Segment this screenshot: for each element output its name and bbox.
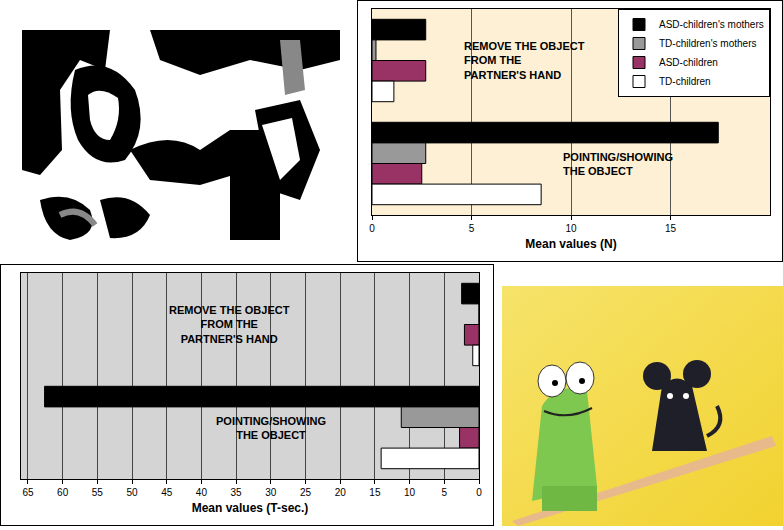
svg-text:35: 35 — [231, 487, 243, 498]
svg-text:ASD-children's mothers: ASD-children's mothers — [659, 19, 764, 30]
svg-text:45: 45 — [161, 487, 173, 498]
svg-text:5: 5 — [442, 487, 448, 498]
svg-text:10: 10 — [404, 487, 416, 498]
svg-text:55: 55 — [92, 487, 104, 498]
svg-text:TD-children: TD-children — [659, 76, 711, 87]
svg-text:Mean values (T-sec.): Mean values (T-sec.) — [192, 501, 309, 515]
svg-text:65: 65 — [22, 487, 34, 498]
svg-text:10: 10 — [565, 223, 577, 234]
svg-text:POINTING/SHOWINGTHE OBJECT: POINTING/SHOWINGTHE OBJECT — [216, 415, 326, 441]
svg-text:ASD-children: ASD-children — [659, 57, 718, 68]
svg-text:0: 0 — [369, 223, 375, 234]
svg-text:0: 0 — [476, 487, 482, 498]
svg-text:20: 20 — [335, 487, 347, 498]
svg-text:REMOVE THE OBJECTFROM THEPARTN: REMOVE THE OBJECTFROM THEPARTNER'S HAND — [169, 304, 290, 345]
svg-text:15: 15 — [665, 223, 677, 234]
svg-text:Mean values (N): Mean values (N) — [525, 237, 616, 251]
svg-text:30: 30 — [265, 487, 277, 498]
svg-text:POINTING/SHOWINGTHE OBJECT: POINTING/SHOWINGTHE OBJECT — [563, 151, 673, 177]
svg-text:15: 15 — [369, 487, 381, 498]
svg-text:25: 25 — [300, 487, 312, 498]
svg-text:40: 40 — [196, 487, 208, 498]
svg-text:60: 60 — [57, 487, 69, 498]
svg-text:REMOVE THE OBJECTFROM THEPARTN: REMOVE THE OBJECTFROM THEPARTNER'S HAND — [464, 40, 585, 81]
svg-text:TD-children's mothers: TD-children's mothers — [659, 38, 757, 49]
svg-text:50: 50 — [126, 487, 138, 498]
svg-text:5: 5 — [469, 223, 475, 234]
